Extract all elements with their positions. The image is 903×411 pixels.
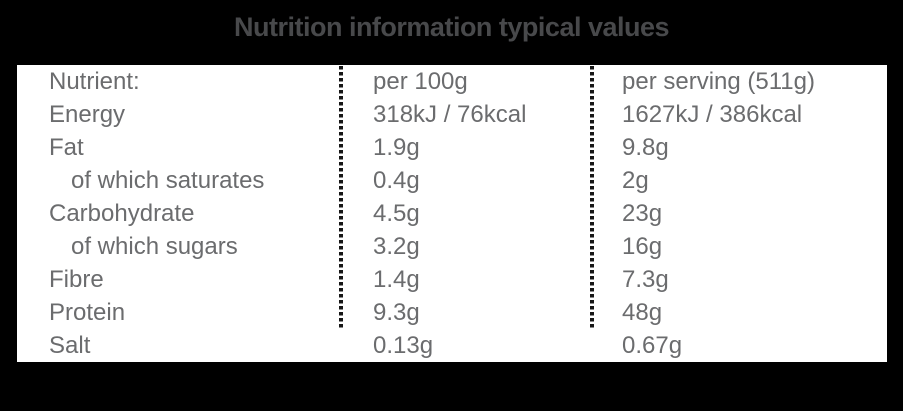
- cell-per-100g: 1.9g: [373, 133, 420, 161]
- dotted-column-separator-2: [590, 66, 594, 330]
- cell-per-serving: 7.3g: [622, 265, 669, 293]
- cell-per-100g: 9.3g: [373, 298, 420, 326]
- cell-per-100g: 0.13g: [373, 331, 434, 359]
- cell-nutrient: Protein: [49, 298, 126, 326]
- column-header-nutrient: Nutrient:: [49, 67, 140, 95]
- table-header-row: Nutrient: per 100g per serving (511g): [17, 65, 887, 98]
- cell-nutrient: Salt: [49, 331, 91, 359]
- table-row: Protein 9.3g 48g: [17, 296, 887, 329]
- cell-per-serving: 48g: [622, 298, 663, 326]
- cell-nutrient: Energy: [49, 100, 126, 128]
- cell-per-100g: 318kJ / 76kcal: [373, 100, 527, 128]
- cell-nutrient: of which saturates: [71, 166, 265, 194]
- cell-per-serving: 2g: [622, 166, 649, 194]
- table-row: of which sugars 3.2g 16g: [17, 230, 887, 263]
- table-row: Salt 0.13g 0.67g: [17, 329, 887, 362]
- table-row: Fibre 1.4g 7.3g: [17, 263, 887, 296]
- table-row: Energy 318kJ / 76kcal 1627kJ / 386kcal: [17, 98, 887, 131]
- cell-nutrient: Carbohydrate: [49, 199, 195, 227]
- table-row: of which saturates 0.4g 2g: [17, 164, 887, 197]
- table-row: Fat 1.9g 9.8g: [17, 131, 887, 164]
- cell-per-serving: 0.67g: [622, 331, 683, 359]
- cell-per-serving: 16g: [622, 232, 663, 260]
- cell-nutrient: Fat: [49, 133, 84, 161]
- cell-per-serving: 9.8g: [622, 133, 669, 161]
- cell-nutrient: Fibre: [49, 265, 104, 293]
- column-header-per-serving: per serving (511g): [622, 67, 815, 95]
- page-title: Nutrition information typical values: [233, 12, 670, 42]
- table-rows: Energy 318kJ / 76kcal 1627kJ / 386kcal Fat 1…: [17, 98, 887, 362]
- cell-per-100g: 1.4g: [373, 265, 420, 293]
- table-row: Carbohydrate 4.5g 23g: [17, 197, 887, 230]
- cell-nutrient: of which sugars: [71, 232, 238, 260]
- cell-per-serving: 1627kJ / 386kcal: [622, 100, 803, 128]
- cell-per-100g: 4.5g: [373, 199, 420, 227]
- nutrition-table: Nutrient: per 100g per serving (511g) En…: [17, 65, 887, 362]
- cell-per-100g: 3.2g: [373, 232, 420, 260]
- dotted-column-separator-1: [339, 66, 343, 330]
- column-header-per-100g: per 100g: [373, 67, 468, 95]
- cell-per-serving: 23g: [622, 199, 663, 227]
- cell-per-100g: 0.4g: [373, 166, 420, 194]
